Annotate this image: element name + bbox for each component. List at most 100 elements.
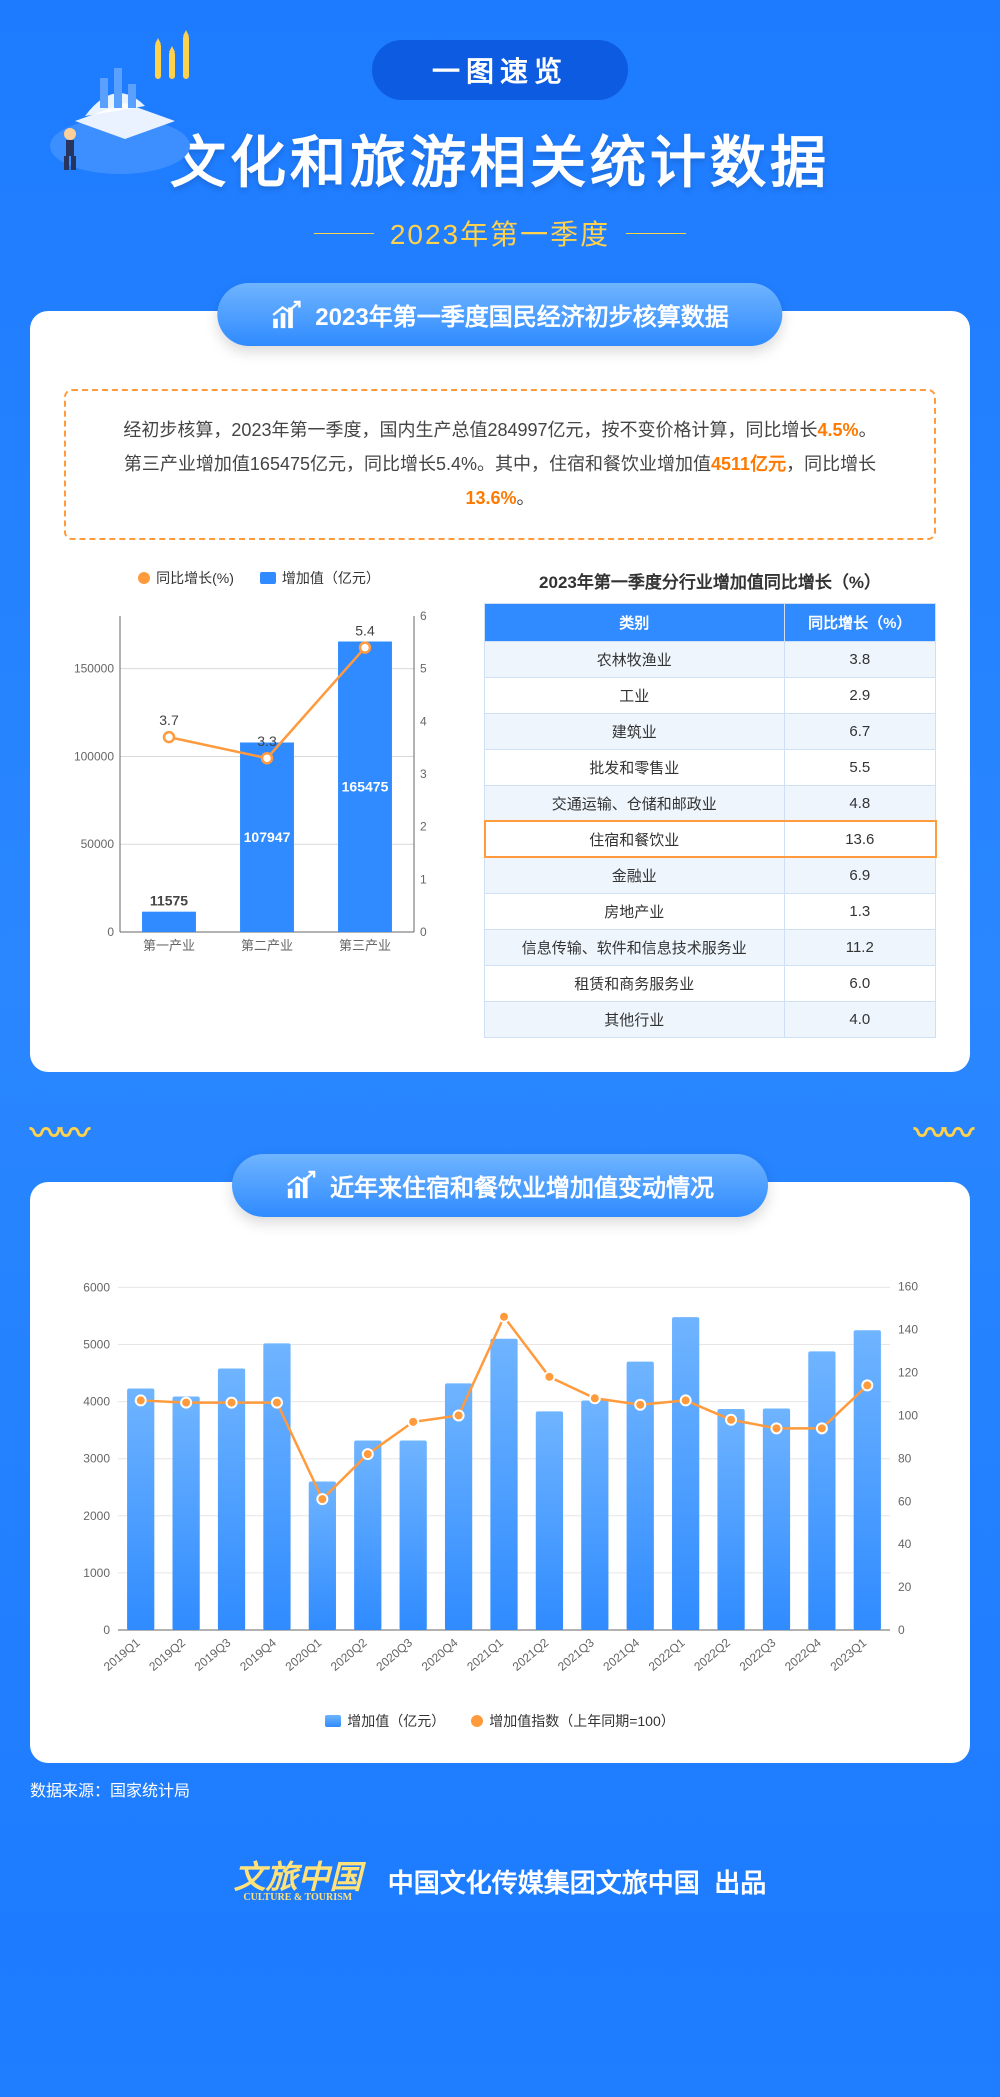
summary-part: 第三产业增加值165475亿元，同比增长5.4%。其中，住宿和餐饮业增加值 <box>124 454 711 474</box>
svg-text:60: 60 <box>898 1494 912 1508</box>
svg-text:4000: 4000 <box>83 1394 110 1408</box>
svg-text:2019Q3: 2019Q3 <box>192 1635 234 1673</box>
svg-text:2: 2 <box>420 819 427 833</box>
svg-text:2021Q2: 2021Q2 <box>510 1635 552 1673</box>
table-row: 批发和零售业5.5 <box>485 749 936 785</box>
svg-text:1000: 1000 <box>83 1565 110 1579</box>
svg-text:0: 0 <box>107 925 114 939</box>
svg-text:2000: 2000 <box>83 1508 110 1522</box>
legend-label: 增加值（亿元） <box>347 1711 445 1731</box>
table-cell: 信息传输、软件和信息技术服务业 <box>485 929 785 965</box>
table-row: 金融业6.9 <box>485 857 936 893</box>
svg-text:2019Q4: 2019Q4 <box>237 1635 279 1673</box>
summary-part: 。 <box>859 420 877 440</box>
table-row: 租赁和商务服务业6.0 <box>485 965 936 1001</box>
subtitle-row: 2023年第一季度 <box>0 213 1000 253</box>
svg-text:2020Q4: 2020Q4 <box>419 1635 461 1673</box>
legend-label: 增加值（亿元） <box>282 568 380 588</box>
legend-item-bar: 增加值（亿元） <box>260 568 380 588</box>
summary-part: 。 <box>517 488 535 508</box>
legend-marker-icon <box>138 572 150 584</box>
table-cell: 批发和零售业 <box>485 749 785 785</box>
industry-chart-svg: 050000100000150000012345611575第一产业107947… <box>64 596 454 966</box>
table-cell: 1.3 <box>784 893 935 929</box>
table-row: 建筑业6.7 <box>485 713 936 749</box>
hero-illustration <box>40 26 220 186</box>
svg-text:2019Q1: 2019Q1 <box>101 1635 143 1673</box>
svg-text:2020Q3: 2020Q3 <box>373 1635 415 1673</box>
summary-box: 经初步核算，2023年第一季度，国内生产总值284997亿元，按不变价格计算，同… <box>64 389 936 540</box>
legend-item-bar: 增加值（亿元） <box>325 1711 445 1731</box>
subtitle: 2023年第一季度 <box>390 213 610 253</box>
table-cell: 建筑业 <box>485 713 785 749</box>
svg-text:160: 160 <box>898 1279 918 1293</box>
section-divider: 〰〰 〰〰 <box>30 1108 970 1154</box>
svg-text:0: 0 <box>420 925 427 939</box>
svg-text:2020Q2: 2020Q2 <box>328 1635 370 1673</box>
page: 一图速览 文化和旅游相关统计数据 2023年第一季度 2023年第一季度国民经济… <box>0 0 1000 1943</box>
table-cell: 其他行业 <box>485 1001 785 1037</box>
svg-text:2021Q4: 2021Q4 <box>600 1635 642 1673</box>
svg-text:第三产业: 第三产业 <box>339 938 391 953</box>
svg-text:2020Q1: 2020Q1 <box>283 1635 325 1673</box>
svg-text:150000: 150000 <box>74 661 114 675</box>
svg-text:2019Q2: 2019Q2 <box>146 1635 188 1673</box>
svg-text:50000: 50000 <box>81 837 115 851</box>
table-cell: 房地产业 <box>485 893 785 929</box>
zigzag-icon: 〰〰 <box>30 1108 86 1154</box>
svg-text:2022Q4: 2022Q4 <box>782 1635 824 1673</box>
table-row: 农林牧渔业3.8 <box>485 641 936 677</box>
panel-title-text: 2023年第一季度国民经济初步核算数据 <box>315 297 728 332</box>
table-cell: 4.8 <box>784 785 935 821</box>
svg-text:第一产业: 第一产业 <box>143 938 195 953</box>
header: 一图速览 文化和旅游相关统计数据 2023年第一季度 <box>0 0 1000 283</box>
industry-chart: 同比增长(%) 增加值（亿元） 050000100000150000012345… <box>64 568 454 971</box>
table-cell: 农林牧渔业 <box>485 641 785 677</box>
logo-main: 文旅中国 <box>234 1859 362 1895</box>
table-row: 住宿和餐饮业13.6 <box>485 821 936 857</box>
summary-part: 经初步核算，2023年第一季度，国内生产总值284997亿元，按不变价格计算，同… <box>123 420 817 440</box>
svg-text:6000: 6000 <box>83 1280 110 1294</box>
svg-text:20: 20 <box>898 1580 912 1594</box>
table-cell: 金融业 <box>485 857 785 893</box>
svg-text:165475: 165475 <box>342 778 389 794</box>
lodging-chart-svg: 0100020003000400050006000020406080100120… <box>64 1260 936 1700</box>
divider-line <box>626 233 686 234</box>
table-cell: 工业 <box>485 677 785 713</box>
header-badge: 一图速览 <box>372 40 628 100</box>
table-row: 交通运输、仓储和邮政业4.8 <box>485 785 936 821</box>
summary-highlight: 4.5% <box>818 420 859 440</box>
svg-text:2022Q1: 2022Q1 <box>646 1635 688 1673</box>
legend-item-line: 同比增长(%) <box>138 568 234 588</box>
svg-text:3.7: 3.7 <box>159 712 179 728</box>
industry-table-zone: 2023年第一季度分行业增加值同比增长（%） 类别同比增长（%）农林牧渔业3.8… <box>484 568 936 1038</box>
table-cell: 6.0 <box>784 965 935 1001</box>
table-cell: 交通运输、仓储和邮政业 <box>485 785 785 821</box>
svg-text:1: 1 <box>420 872 427 886</box>
legend-label: 同比增长(%) <box>156 568 234 588</box>
svg-text:0: 0 <box>103 1623 110 1637</box>
publisher-suffix: 出品 <box>714 1868 766 1898</box>
svg-text:3000: 3000 <box>83 1451 110 1465</box>
legend-label: 增加值指数（上年同期=100） <box>489 1711 675 1731</box>
summary-highlight: 13.6% <box>465 488 516 508</box>
summary-part: ，同比增长 <box>786 454 876 474</box>
table-cell: 住宿和餐饮业 <box>485 821 785 857</box>
summary-highlight: 4511亿元 <box>711 454 786 474</box>
panel-lodging: 近年来住宿和餐饮业增加值变动情况 01000200030004000500060… <box>30 1182 970 1763</box>
table-row: 信息传输、软件和信息技术服务业11.2 <box>485 929 936 965</box>
legend-item-line: 增加值指数（上年同期=100） <box>471 1711 675 1731</box>
industry-table: 类别同比增长（%）农林牧渔业3.8工业2.9建筑业6.7批发和零售业5.5交通运… <box>484 603 936 1038</box>
table-row: 工业2.9 <box>485 677 936 713</box>
svg-text:3: 3 <box>420 767 427 781</box>
panel-title-text: 近年来住宿和餐饮业增加值变动情况 <box>330 1168 714 1203</box>
panel-title: 近年来住宿和餐饮业增加值变动情况 <box>232 1154 768 1217</box>
publisher-logo: 文旅中国 CULTURE & TOURISM <box>234 1861 362 1903</box>
legend-marker-icon <box>471 1715 483 1727</box>
table-cell: 13.6 <box>784 821 935 857</box>
svg-text:第二产业: 第二产业 <box>241 938 293 953</box>
table-cell: 3.8 <box>784 641 935 677</box>
table-cell: 4.0 <box>784 1001 935 1037</box>
table-header-cell: 类别 <box>485 603 785 641</box>
table-header-cell: 同比增长（%） <box>784 603 935 641</box>
